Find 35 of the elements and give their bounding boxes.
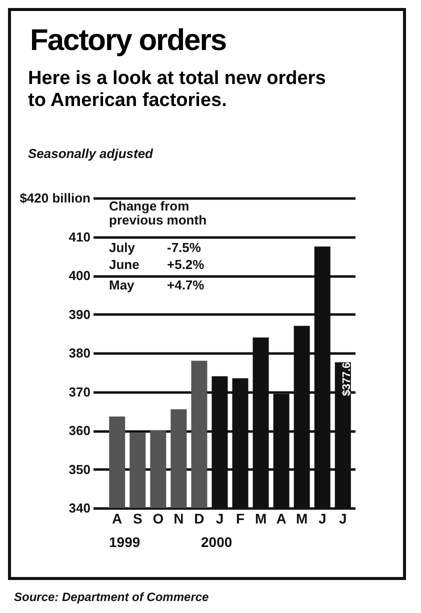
y-tick-label: 390 xyxy=(68,306,90,322)
y-tick-label: 380 xyxy=(68,346,90,360)
annotation: June xyxy=(109,257,140,272)
source-note: Source: Department of Commerce xyxy=(14,590,209,604)
annotation: -7.5% xyxy=(167,240,202,256)
text: 2000 xyxy=(201,534,232,550)
y-tick-label: 360 xyxy=(68,423,90,438)
x-tick-label: F xyxy=(236,510,245,526)
annotation: +5.2% xyxy=(167,257,205,272)
annotation: +4.7% xyxy=(167,277,205,292)
y-tick-label: 400 xyxy=(68,268,90,283)
text: 1999 xyxy=(109,534,140,550)
y-tick-label: 350 xyxy=(68,462,90,477)
x-tick-label: A xyxy=(112,510,122,526)
x-tick-label: M xyxy=(296,510,308,526)
annotation: July xyxy=(109,240,136,256)
y-tick-label: $420 billion xyxy=(20,190,91,206)
x-tick-label: O xyxy=(152,510,164,526)
x-tick-label: J xyxy=(216,510,224,526)
x-tick-label: D xyxy=(194,510,204,526)
chart-subtitle: Here is a look at total new orders to American factories. xyxy=(28,68,327,112)
y-tick-label: 410 xyxy=(68,229,90,244)
y-tick-label: 340 xyxy=(68,500,90,516)
x-tick-label: M xyxy=(254,510,267,526)
data-label: $377.6 xyxy=(340,362,353,396)
x-tick-label: J xyxy=(338,510,347,526)
x-tick-label: S xyxy=(132,510,142,526)
x-tick-label: A xyxy=(276,510,286,526)
y-tick-label: 370 xyxy=(68,384,90,400)
annotation: Change from previous month xyxy=(109,198,207,228)
text: Seasonally adjusted xyxy=(28,146,153,161)
annotation: May xyxy=(109,277,136,292)
x-tick-label: N xyxy=(174,510,184,526)
x-tick-label: J xyxy=(318,510,326,526)
chart-title: Factory orders xyxy=(30,24,226,58)
